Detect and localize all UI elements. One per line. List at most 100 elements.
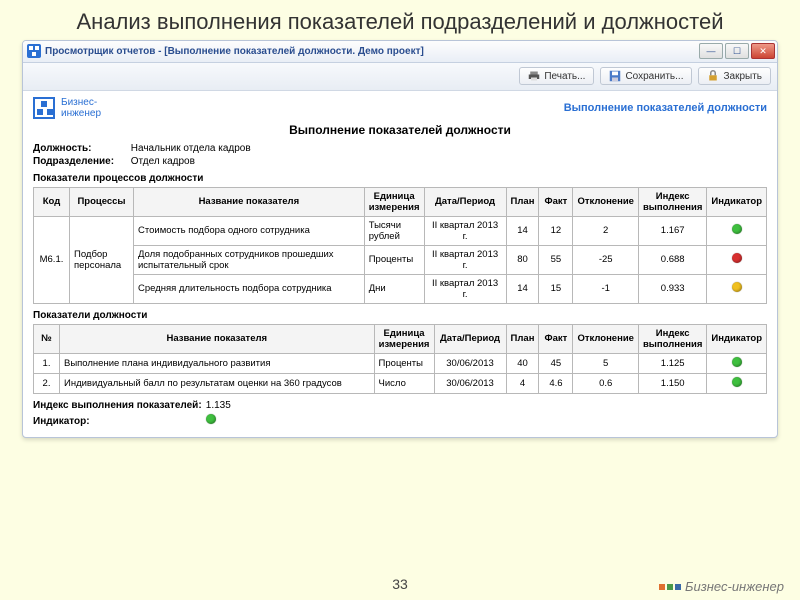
cell: Доля подобранных сотрудников прошедших и… [134, 245, 365, 274]
cell: 14 [506, 216, 539, 245]
col-header: Отклонение [573, 187, 639, 216]
maximize-button[interactable]: ☐ [725, 43, 749, 59]
cell: 0.6 [573, 373, 639, 393]
cell: -1 [573, 274, 639, 303]
doc-header: Бизнес- инженер Выполнение показателей д… [33, 97, 767, 119]
close-button[interactable]: Закрыть [698, 67, 771, 85]
cell [707, 274, 767, 303]
doc-header-right: Выполнение показателей должности [564, 102, 767, 114]
cell: II квартал 2013 г. [424, 216, 506, 245]
col-header: Дата/Период [434, 324, 506, 353]
cell: 4.6 [539, 373, 573, 393]
col-header: Индикатор [707, 324, 767, 353]
cell: 15 [539, 274, 573, 303]
col-header: Индекс выполнения [638, 187, 706, 216]
cell: 30/06/2013 [434, 353, 506, 373]
cell: Число [374, 373, 434, 393]
col-header: Факт [539, 187, 573, 216]
minimize-button[interactable]: — [699, 43, 723, 59]
logo-icon [33, 97, 55, 119]
table1: КодПроцессыНазвание показателяЕдиница из… [33, 187, 767, 304]
lock-icon [707, 70, 719, 82]
printer-icon [528, 70, 540, 82]
titlebar: Просмотрщик отчетов - [Выполнение показа… [23, 41, 777, 63]
col-header: Название показателя [134, 187, 365, 216]
toolbar: Печать... Сохранить... Закрыть [23, 63, 777, 91]
save-button[interactable]: Сохранить... [600, 67, 692, 85]
cell: 4 [506, 373, 539, 393]
cell: 40 [506, 353, 539, 373]
section1-title: Показатели процессов должности [33, 173, 767, 184]
cell: II квартал 2013 г. [424, 274, 506, 303]
cell: 1. [34, 353, 60, 373]
cell [707, 373, 767, 393]
cell: 55 [539, 245, 573, 274]
cell: 30/06/2013 [434, 373, 506, 393]
cell: 1.150 [638, 373, 706, 393]
window-title: Просмотрщик отчетов - [Выполнение показа… [45, 46, 699, 57]
cell: Проценты [364, 245, 424, 274]
col-header: Единица измерения [364, 187, 424, 216]
cell: II квартал 2013 г. [424, 245, 506, 274]
cell: 5 [573, 353, 639, 373]
print-button[interactable]: Печать... [519, 67, 594, 85]
col-header: № [34, 324, 60, 353]
print-label: Печать... [544, 71, 585, 82]
cell: Средняя длительность подбора сотрудника [134, 274, 365, 303]
app-window: Просмотрщик отчетов - [Выполнение показа… [22, 40, 778, 438]
cell: 14 [506, 274, 539, 303]
footer-brand: Бизнес-инженер [659, 579, 784, 594]
report-content: Бизнес- инженер Выполнение показателей д… [23, 91, 777, 437]
table-row: 2.Индивидуальный балл по результатам оце… [34, 373, 767, 393]
cell: 2. [34, 373, 60, 393]
table-row: М6.1.Подбор персоналаСтоимость подбора о… [34, 216, 767, 245]
cell: 0.933 [638, 274, 706, 303]
table-row: Доля подобранных сотрудников прошедших и… [34, 245, 767, 274]
cell: 80 [506, 245, 539, 274]
col-header: Дата/Период [424, 187, 506, 216]
indicator-dot [732, 377, 742, 387]
slide-title: Анализ выполнения показателей подразделе… [0, 0, 800, 40]
cell: 1.167 [638, 216, 706, 245]
window-controls: — ☐ ✕ [699, 43, 775, 59]
cell: Подбор персонала [70, 216, 134, 303]
cell [707, 245, 767, 274]
close-label: Закрыть [723, 71, 762, 82]
cell: 0.688 [638, 245, 706, 274]
col-header: Индекс выполнения [638, 324, 706, 353]
cell: М6.1. [34, 216, 70, 303]
cell: Индивидуальный балл по результатам оценк… [60, 373, 375, 393]
cell: Проценты [374, 353, 434, 373]
indicator-dot [732, 253, 742, 263]
cell: Стоимость подбора одного сотрудника [134, 216, 365, 245]
col-header: План [506, 324, 539, 353]
brand-dots-icon [659, 584, 681, 590]
col-header: Единица измерения [374, 324, 434, 353]
close-window-button[interactable]: ✕ [751, 43, 775, 59]
summary: Индекс выполнения показателей: 1.135 Инд… [33, 400, 767, 427]
summary-indicator-dot [206, 414, 216, 424]
cell: 2 [573, 216, 639, 245]
cell: Выполнение плана индивидуального развити… [60, 353, 375, 373]
indicator-dot [732, 282, 742, 292]
col-header: Название показателя [60, 324, 375, 353]
table-row: 1.Выполнение плана индивидуального разви… [34, 353, 767, 373]
cell [707, 353, 767, 373]
col-header: Процессы [70, 187, 134, 216]
meta-position: Должность: Начальник отдела кадров [33, 143, 767, 154]
cell: 45 [539, 353, 573, 373]
table2: №Название показателяЕдиница измеренияДат… [33, 324, 767, 394]
app-icon [27, 44, 41, 58]
indicator-dot [732, 357, 742, 367]
cell: 1.125 [638, 353, 706, 373]
floppy-icon [609, 70, 621, 82]
col-header: Отклонение [573, 324, 639, 353]
col-header: План [506, 187, 539, 216]
cell [707, 216, 767, 245]
logo-text: Бизнес- инженер [61, 97, 101, 119]
cell: -25 [573, 245, 639, 274]
cell: Тысячи рублей [364, 216, 424, 245]
indicator-dot [732, 224, 742, 234]
meta-department: Подразделение: Отдел кадров [33, 156, 767, 167]
table-row: Средняя длительность подбора сотрудникаД… [34, 274, 767, 303]
